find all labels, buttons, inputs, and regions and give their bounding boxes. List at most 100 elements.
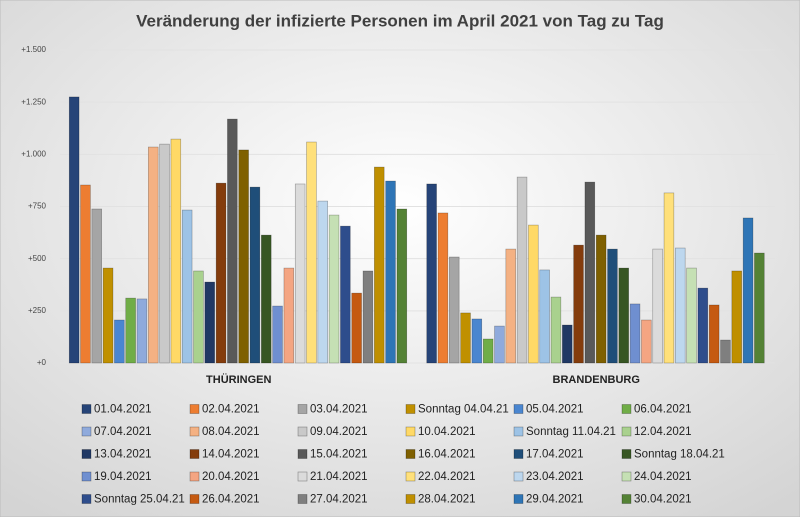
legend-swatch	[81, 494, 92, 504]
legend-label: 05.04.2021	[526, 404, 584, 416]
bar	[720, 339, 731, 364]
bar	[374, 166, 385, 364]
legend-label: 30.04.2021	[634, 494, 692, 506]
bar	[742, 217, 754, 364]
legend-label: 22.04.2021	[418, 471, 476, 483]
bar	[317, 200, 328, 364]
bar	[539, 269, 550, 364]
legend-label: 10.04.2021	[418, 426, 476, 438]
legend-swatch	[405, 404, 416, 414]
bar	[641, 319, 652, 364]
bar	[731, 270, 742, 364]
legend-label: 29.04.2021	[526, 494, 584, 506]
bar	[283, 267, 295, 364]
legend-swatch	[81, 449, 92, 459]
y-tick-label: +1.000	[21, 149, 46, 158]
legend-label: 14.04.2021	[202, 449, 260, 461]
bar	[562, 324, 573, 364]
legend-label: Sonntag 11.04.21	[526, 426, 616, 438]
bar	[663, 192, 675, 364]
bar	[550, 296, 562, 364]
bar	[80, 184, 91, 364]
bar	[652, 248, 663, 364]
legend-label: 26.04.2021	[202, 494, 260, 506]
bar	[238, 149, 249, 364]
legend-swatch	[81, 404, 92, 414]
legend-label: 16.04.2021	[418, 449, 476, 461]
legend-label: Sonntag 04.04.21	[418, 404, 509, 416]
bar	[426, 183, 437, 364]
legend-swatch	[189, 471, 200, 482]
chart-title: Veränderung der infizierte Personen im A…	[136, 11, 664, 30]
bar	[114, 319, 125, 364]
legend-label: 27.04.2021	[310, 494, 368, 506]
legend-label: 02.04.2021	[202, 404, 260, 416]
bar	[595, 234, 607, 364]
legend-label: Sonntag 18.04.21	[634, 449, 725, 461]
legend-label: 23.04.2021	[526, 471, 584, 483]
legend-label: 03.04.2021	[310, 404, 368, 416]
bar	[136, 298, 148, 364]
bar	[249, 186, 261, 364]
legend-swatch	[189, 494, 200, 504]
legend-label: 01.04.2021	[94, 404, 152, 416]
bar	[573, 244, 584, 364]
bar	[449, 256, 460, 364]
bar	[215, 182, 227, 364]
bar	[102, 267, 114, 364]
bar	[494, 325, 505, 364]
legend-swatch	[513, 426, 524, 437]
bar	[306, 141, 317, 364]
legend-label: 07.04.2021	[94, 426, 152, 438]
bar	[91, 208, 102, 364]
bar	[340, 225, 351, 364]
bar	[618, 267, 629, 364]
bar	[204, 281, 215, 364]
legend-swatch	[297, 404, 308, 414]
legend-label: 15.04.2021	[310, 449, 368, 461]
y-tick-label: +1.250	[21, 97, 46, 106]
legend-label: Sonntag 25.04.21	[94, 494, 185, 506]
bar	[362, 270, 374, 364]
bar	[68, 96, 80, 364]
y-tick-label: +750	[28, 202, 47, 211]
bar	[686, 267, 697, 364]
bar	[607, 248, 618, 364]
legend-swatch	[297, 449, 308, 459]
bar	[272, 305, 283, 364]
bar	[193, 270, 204, 364]
legend-label: 24.04.2021	[634, 471, 692, 483]
bar	[148, 146, 159, 364]
bar	[396, 208, 408, 364]
x-tick-label: THÜRINGEN	[206, 373, 271, 386]
bar	[528, 224, 539, 364]
legend-label: 19.04.2021	[94, 471, 152, 483]
y-tick-label: +250	[28, 306, 47, 315]
y-tick-label: +500	[28, 254, 47, 263]
legend-swatch	[297, 494, 308, 504]
bar	[516, 176, 528, 364]
bar	[125, 297, 136, 364]
legend-label: 28.04.2021	[418, 494, 476, 506]
bar	[261, 234, 272, 364]
y-tick-label: +1.500	[21, 45, 46, 54]
legend-swatch	[513, 404, 524, 414]
x-tick-label: BRANDENBURG	[553, 374, 640, 386]
bar	[708, 304, 720, 364]
bar	[437, 212, 449, 364]
bar	[385, 180, 396, 364]
legend-swatch	[81, 426, 92, 437]
bar	[584, 181, 596, 364]
bar	[471, 318, 483, 364]
legend-swatch	[405, 449, 416, 459]
legend-label: 13.04.2021	[94, 449, 152, 461]
bar	[697, 287, 709, 364]
bar	[294, 183, 306, 364]
bar	[675, 247, 686, 364]
legend-swatch	[621, 449, 632, 459]
legend-swatch	[405, 494, 416, 504]
legend-swatch	[189, 404, 200, 414]
legend-label: 12.04.2021	[634, 426, 692, 438]
bar	[159, 143, 170, 364]
